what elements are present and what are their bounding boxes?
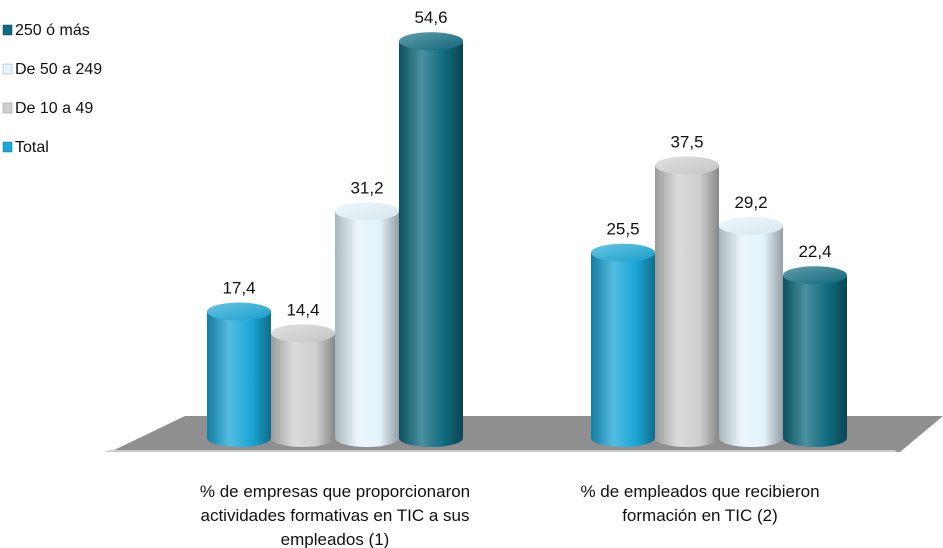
legend-label: 250 ó más — [15, 22, 90, 39]
bar-body — [399, 41, 463, 448]
chart-floor-top — [104, 450, 897, 452]
bar-top — [719, 216, 783, 235]
legend-item-250-m-s: 250 ó más — [2, 22, 90, 39]
legend-swatch — [2, 141, 13, 153]
bar-body — [591, 252, 655, 447]
legend: 250 ó más De 50 a 249 De 10 a 49 Total — [2, 22, 102, 156]
legend-label: De 50 a 249 — [15, 61, 102, 78]
bar-250-m-s-2 — [783, 266, 847, 447]
bars-layer — [207, 32, 847, 448]
bar-body — [719, 225, 783, 447]
legend-item-de-50-a-249: De 50 a 249 — [2, 61, 102, 78]
legend-swatch — [2, 24, 13, 36]
value-label: 31,2 — [350, 178, 383, 197]
bar-top — [399, 32, 463, 51]
value-labels-layer: 17,4 14,4 31,2 54,6 25,5 37,5 29,2 22,4 — [222, 8, 831, 319]
bar-body — [271, 333, 335, 447]
legend-label: De 10 a 49 — [15, 100, 93, 117]
bar-body — [783, 275, 847, 447]
category-label: formación en TIC (2) — [622, 506, 778, 525]
bar-top — [591, 243, 655, 262]
category-label: empleados (1) — [281, 530, 390, 548]
value-label: 54,6 — [414, 8, 447, 27]
legend-item-de-10-a-49: De 10 a 49 — [2, 100, 93, 117]
legend-item-total: Total — [2, 139, 49, 156]
value-label: 37,5 — [670, 133, 703, 152]
value-label: 17,4 — [222, 279, 255, 298]
legend-label: Total — [15, 139, 49, 156]
category-labels-layer: % de empresas que proporcionaron activida… — [200, 482, 820, 548]
bar-body — [655, 165, 719, 447]
bar-de-50-a-249-1 — [335, 202, 399, 447]
bar-top — [335, 202, 399, 221]
bar-body — [335, 211, 399, 447]
category-label: % de empresas que proporcionaron — [200, 482, 470, 501]
bar-top — [783, 266, 847, 285]
bar-de-50-a-249-2 — [719, 216, 783, 447]
bar-top — [207, 302, 271, 321]
value-label: 25,5 — [606, 220, 639, 239]
category-label: actividades formativas en TIC a sus — [201, 506, 470, 525]
bar-top — [655, 156, 719, 175]
value-label: 22,4 — [798, 242, 831, 261]
bar-body — [207, 311, 271, 447]
category-label: % de empleados que recibieron — [580, 482, 819, 501]
legend-swatch — [2, 102, 13, 114]
bar-250-m-s-1 — [399, 32, 463, 448]
value-label: 29,2 — [734, 193, 767, 212]
bar-de-10-a-49-2 — [655, 156, 719, 447]
bar-de-10-a-49-1 — [271, 324, 335, 447]
bar-total-1 — [207, 302, 271, 447]
legend-swatch — [2, 63, 13, 75]
value-label: 14,4 — [286, 300, 319, 319]
bar-top — [271, 324, 335, 343]
bar-total-2 — [591, 243, 655, 447]
